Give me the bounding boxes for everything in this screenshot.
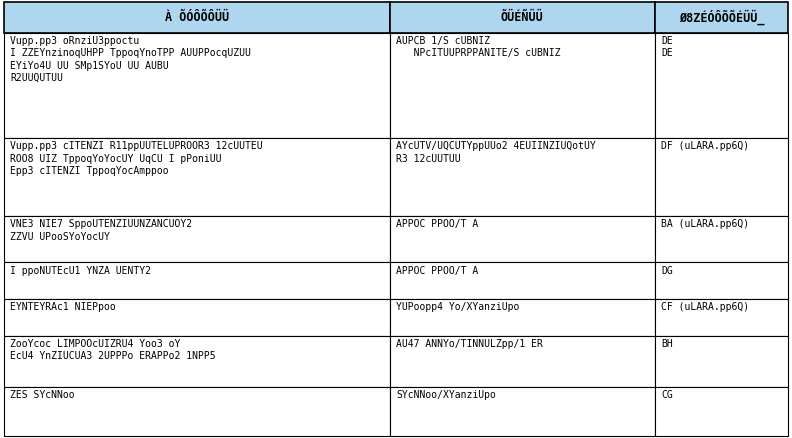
Bar xyxy=(655,216,788,262)
Bar xyxy=(4,216,390,262)
Text: YUPoopp4 Yo/XYanziUpo: YUPoopp4 Yo/XYanziUpo xyxy=(396,302,520,312)
Text: DG: DG xyxy=(661,266,672,276)
Bar xyxy=(390,336,655,387)
Bar xyxy=(655,387,788,436)
Text: À ÕÓÔÕÔÜÜ: À ÕÓÔÕÔÜÜ xyxy=(165,11,229,24)
Bar xyxy=(390,262,655,299)
Text: AU47 ANNYo/TINNULZpp/1 ER: AU47 ANNYo/TINNULZpp/1 ER xyxy=(396,339,543,349)
Bar xyxy=(4,32,390,138)
Bar xyxy=(4,387,390,436)
Text: BA (uLARA.pp6Q): BA (uLARA.pp6Q) xyxy=(661,219,749,230)
Bar xyxy=(655,2,788,32)
Bar xyxy=(390,387,655,436)
Text: APPOC PPOO/T A: APPOC PPOO/T A xyxy=(396,266,478,276)
Bar xyxy=(390,138,655,216)
Text: Vupp.pp3 oRnziU3ppoctu
I ZZEYnzinoqUHPP TppoqYnoTPP AUUPPocqUZUU
EYiYo4U UU SMp1: Vupp.pp3 oRnziU3ppoctu I ZZEYnzinoqUHPP … xyxy=(10,36,251,83)
Bar xyxy=(4,138,390,216)
Text: ZES SYcNNoo: ZES SYcNNoo xyxy=(10,390,75,400)
Text: AUPCB 1/S cUBNIZ
   NPcITUUPRPPANITE/S cUBNIZ: AUPCB 1/S cUBNIZ NPcITUUPRPPANITE/S cUBN… xyxy=(396,36,561,58)
Text: Ø8ZÉÓÔÕÕÉÜÜ_: Ø8ZÉÓÔÕÕÉÜÜ_ xyxy=(679,10,764,25)
Bar xyxy=(655,138,788,216)
Text: CF (uLARA.pp6Q): CF (uLARA.pp6Q) xyxy=(661,302,749,312)
Text: Vupp.pp3 cITENZI R11ppUUTELUPROOR3 12cUUTEU
ROO8 UIZ TppoqYoYocUY UqCU I pPoniUU: Vupp.pp3 cITENZI R11ppUUTELUPROOR3 12cUU… xyxy=(10,141,263,176)
Bar xyxy=(390,216,655,262)
Bar xyxy=(4,299,390,336)
Bar xyxy=(4,336,390,387)
Text: ÕÜÉÑÜÜ: ÕÜÉÑÜÜ xyxy=(501,11,543,24)
Text: EYNTEYRAc1 NIEPpoo: EYNTEYRAc1 NIEPpoo xyxy=(10,302,116,312)
Text: AYcUTV/UQCUTYppUUo2 4EUIINZIUQotUY
R3 12cUUTUU: AYcUTV/UQCUTYppUUo2 4EUIINZIUQotUY R3 12… xyxy=(396,141,596,163)
Text: DE
DE: DE DE xyxy=(661,36,672,58)
Bar xyxy=(655,336,788,387)
Bar xyxy=(4,262,390,299)
Text: SYcNNoo/XYanziUpo: SYcNNoo/XYanziUpo xyxy=(396,390,496,400)
Bar xyxy=(390,32,655,138)
Text: ZooYcoc LIMPOOcUIZRU4 Yoo3 oY
EcU4 YnZIUCUA3 2UPPPo ERAPPo2 1NPP5: ZooYcoc LIMPOOcUIZRU4 Yoo3 oY EcU4 YnZIU… xyxy=(10,339,216,361)
Text: VNE3 NIE7 SppoUTENZIUUNZANCUOY2
ZZVU UPooSYoYocUY: VNE3 NIE7 SppoUTENZIUUNZANCUOY2 ZZVU UPo… xyxy=(10,219,192,242)
Text: I ppoNUTEcU1 YNZA UENTY2: I ppoNUTEcU1 YNZA UENTY2 xyxy=(10,266,151,276)
Text: DF (uLARA.pp6Q): DF (uLARA.pp6Q) xyxy=(661,141,749,151)
Bar xyxy=(655,299,788,336)
Text: BH: BH xyxy=(661,339,672,349)
Text: APPOC PPOO/T A: APPOC PPOO/T A xyxy=(396,219,478,230)
Bar xyxy=(655,32,788,138)
Text: CG: CG xyxy=(661,390,672,400)
Bar xyxy=(4,2,390,32)
Bar xyxy=(655,262,788,299)
Bar xyxy=(390,299,655,336)
Bar xyxy=(390,2,655,32)
